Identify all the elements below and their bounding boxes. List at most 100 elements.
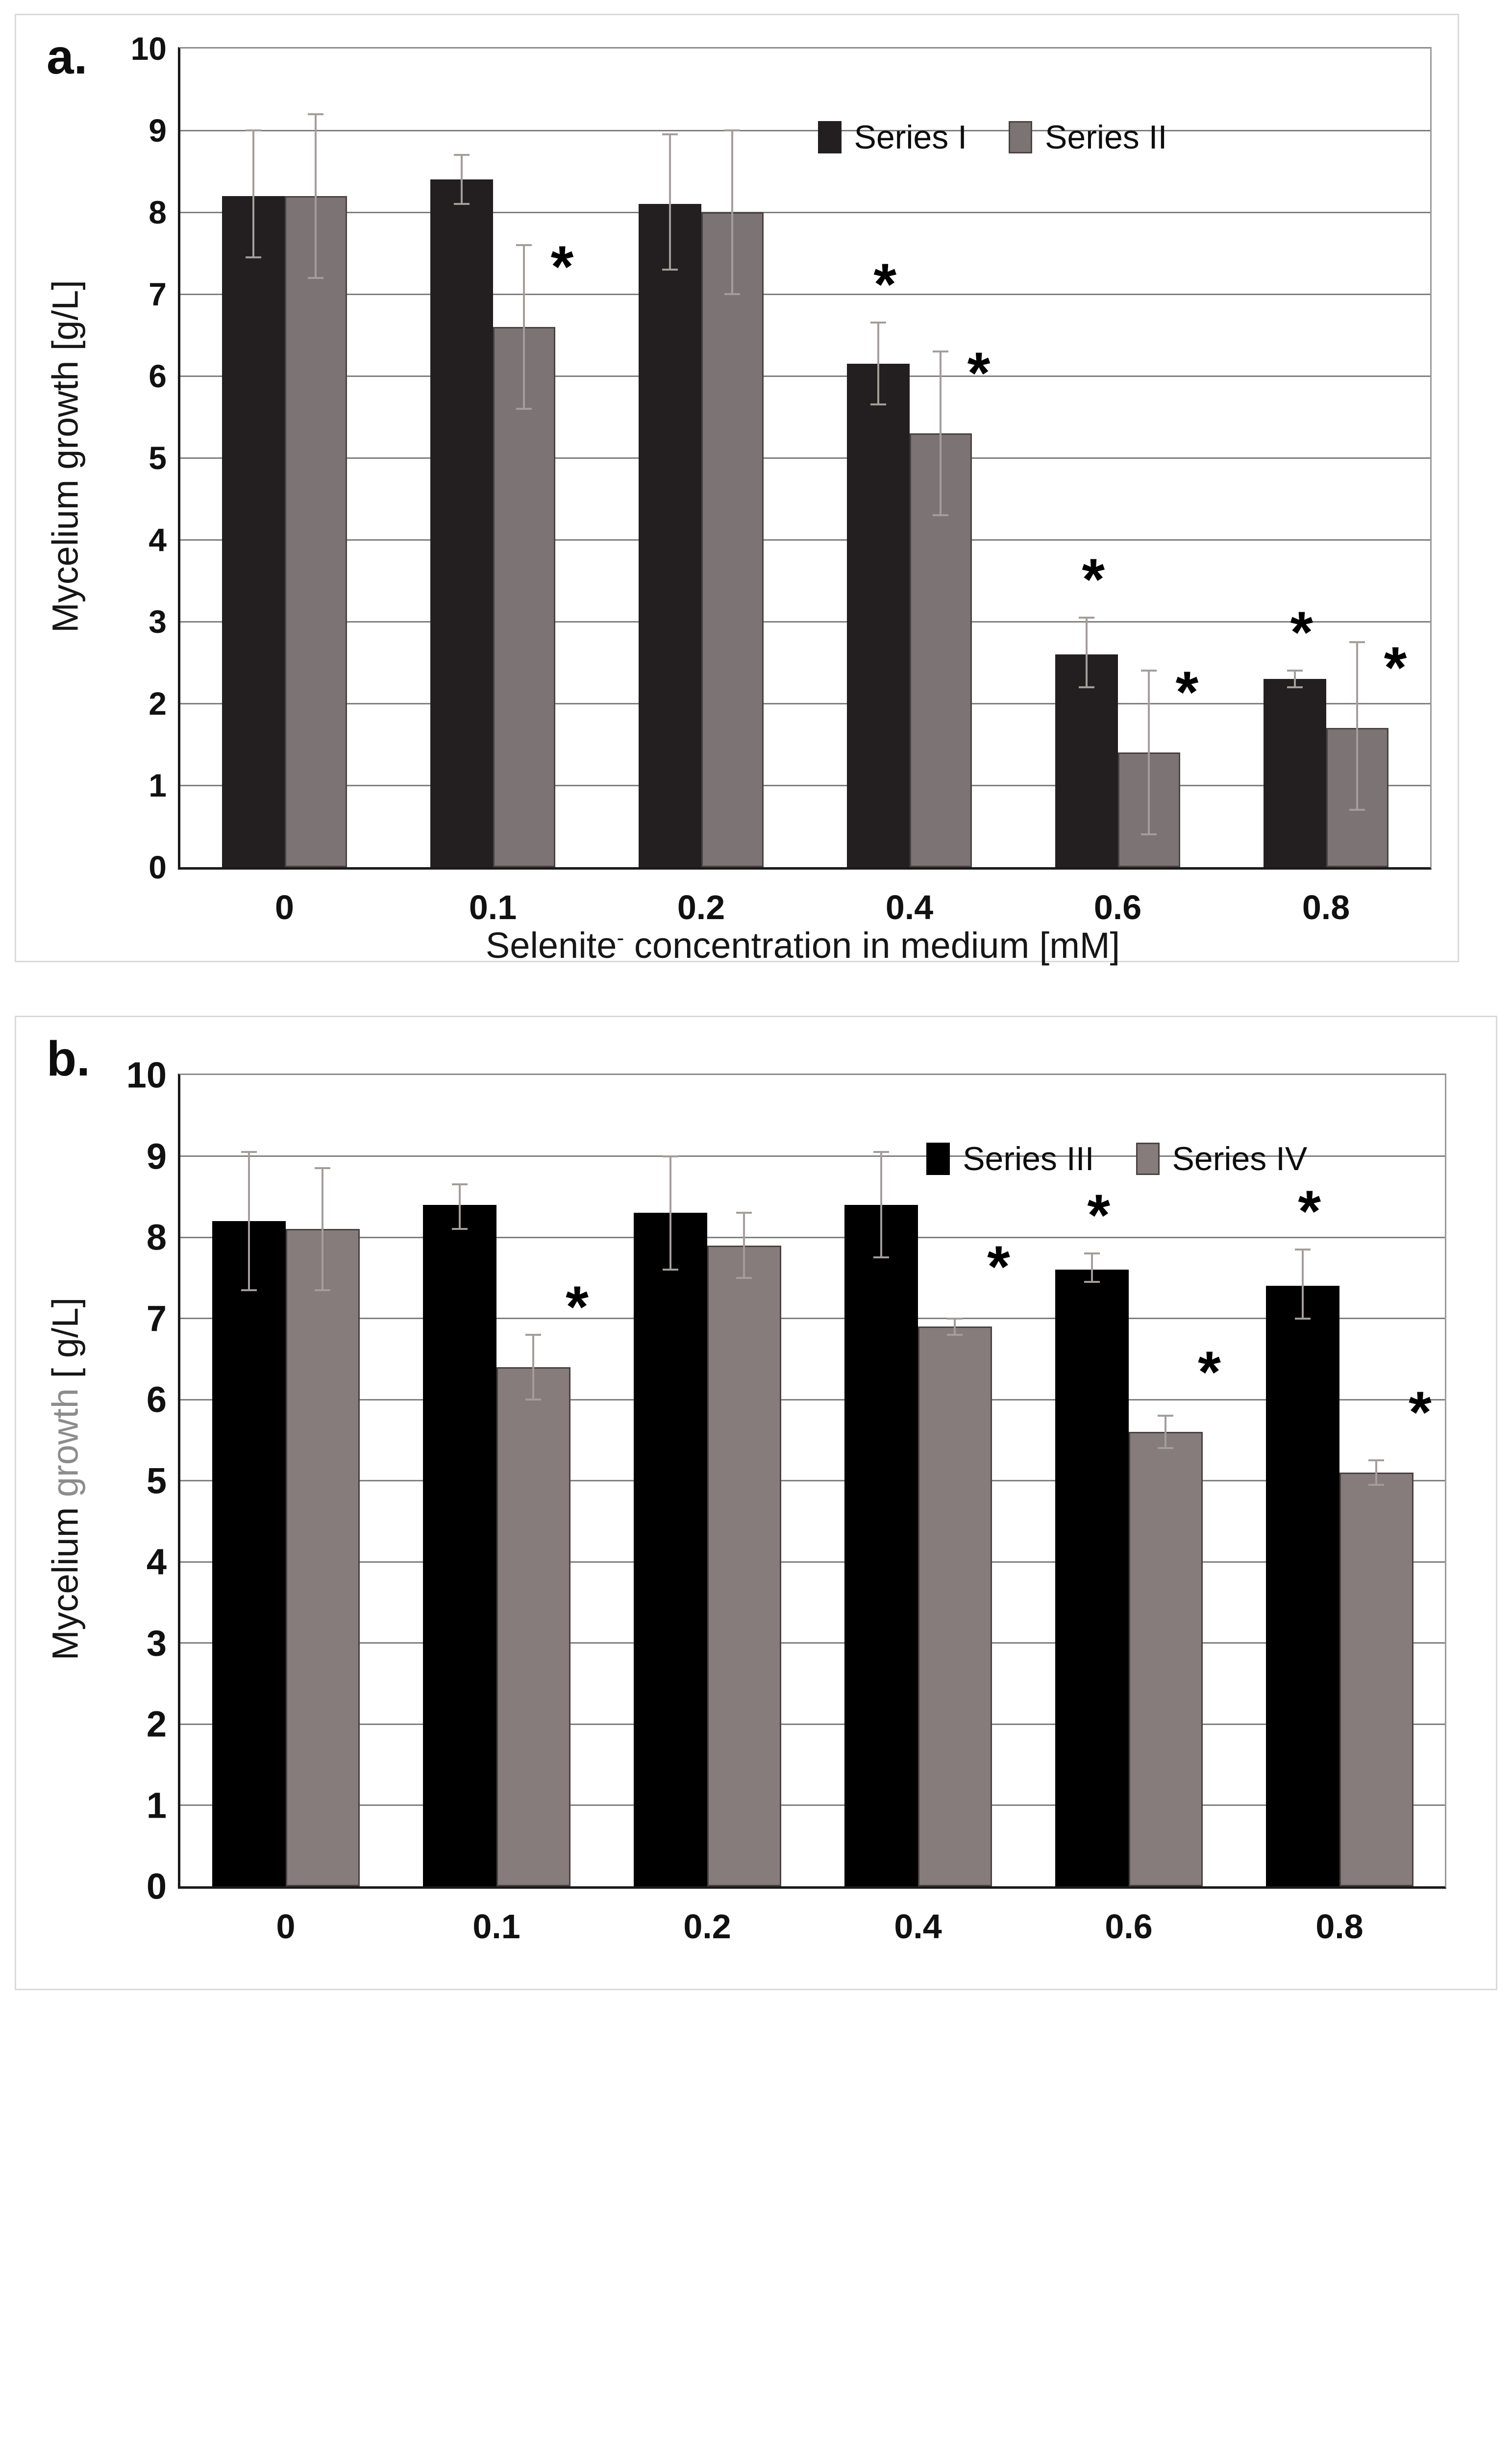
error-bar-cap <box>662 1155 678 1157</box>
plot-area-b: 0 1 2 3 4 5 6 7 8 9 10 0 0.1 0.2 0.4 0.6 0.8 * * * * * * Series… <box>126 1055 1446 1946</box>
error-bar-cap <box>870 403 886 406</box>
error-bar-cap <box>873 1151 889 1153</box>
bar-series-ii-0.1 <box>493 326 555 867</box>
gridline <box>180 1804 1445 1806</box>
error-bar-cap <box>1368 1483 1385 1486</box>
bar-series-iii-0.1 <box>422 1204 496 1886</box>
error-bar-cap <box>451 1183 468 1186</box>
bar-series-iii-0.6 <box>1055 1270 1129 1886</box>
significance-asterisk: * <box>1298 1178 1321 1245</box>
gridline <box>180 1236 1445 1238</box>
error-bar <box>877 323 879 405</box>
x-category-label: 0.8 <box>1302 888 1350 926</box>
legend-label: Series IV <box>1172 1140 1308 1178</box>
error-bar <box>532 1334 535 1400</box>
error-bar-cap <box>933 514 949 516</box>
y-tick-label: 1 <box>149 767 167 803</box>
legend-swatch-icon <box>818 121 842 153</box>
error-bar-cap <box>873 1256 889 1259</box>
error-bar-cap <box>1287 686 1303 688</box>
error-bar-cap <box>1078 686 1094 688</box>
error-bar <box>460 155 463 204</box>
x-axis-title-a: Selenite- concentration in medium [mM] <box>486 925 1120 966</box>
error-bar <box>458 1184 461 1229</box>
error-bar-cap <box>1141 670 1157 672</box>
y-tick-label: 6 <box>146 1379 167 1420</box>
gridline <box>180 784 1430 786</box>
gridline <box>180 1399 1445 1401</box>
figure-canvas: { "figure": { "background": "#ffffff", "… <box>15 14 1497 1990</box>
gridline <box>180 621 1430 623</box>
error-bar-cap <box>1084 1252 1100 1255</box>
gridline <box>180 1723 1445 1725</box>
bar-series-iv-0.6 <box>1129 1432 1203 1886</box>
significance-asterisk: * <box>1384 634 1407 700</box>
error-bar-cap <box>308 113 324 115</box>
panel-b: b. Mycelium growth [ g/L] 0 1 2 3 4 5 6 7 8 9 10 0 0… <box>15 1016 1497 1990</box>
y-tick-label: 5 <box>146 1460 167 1501</box>
error-bar-cap <box>1294 1317 1311 1320</box>
x-category-label: 0.2 <box>683 1907 731 1946</box>
error-bar-cap <box>724 129 741 131</box>
legend-item-series-i: Series I <box>818 118 967 156</box>
y-axis-title-b: Mycelium growth [ g/L] <box>45 1298 86 1660</box>
ylabel-a-pre: Mycelium growth [g/L] <box>45 280 86 633</box>
error-bar <box>315 114 317 278</box>
significance-asterisk: * <box>1175 659 1199 725</box>
error-bar-cap <box>736 1212 752 1214</box>
gridline <box>180 539 1430 541</box>
error-bar-cap <box>245 256 261 258</box>
y-tick-label: 2 <box>146 1703 167 1745</box>
legend-item-series-iv: Series IV <box>1136 1140 1308 1178</box>
gridline <box>180 1155 1445 1157</box>
bar-series-ii-0 <box>284 196 347 867</box>
error-bar-cap <box>947 1317 963 1320</box>
legend-label: Series II <box>1045 118 1167 156</box>
gridline <box>180 211 1430 213</box>
significance-asterisk: * <box>1409 1379 1432 1446</box>
error-bar-cap <box>1158 1447 1174 1450</box>
error-bar-cap <box>662 1269 678 1271</box>
error-bar <box>1301 1249 1304 1319</box>
legend-item-series-iii: Series III <box>926 1140 1094 1178</box>
ylabel-b-pre: Mycelium <box>45 1497 86 1661</box>
y-tick-label: 10 <box>126 1054 167 1096</box>
y-tick-label: 5 <box>149 440 167 476</box>
error-bar <box>954 1318 956 1335</box>
error-bar <box>940 351 942 515</box>
x-category-label: 0.1 <box>469 888 517 926</box>
legend-swatch-icon <box>926 1143 950 1175</box>
error-bar-cap <box>870 322 886 324</box>
error-bar <box>252 130 254 257</box>
error-bar-cap <box>1078 616 1094 619</box>
gridline <box>180 129 1430 131</box>
bar-series-ii-0.2 <box>701 212 764 867</box>
gridline <box>180 1642 1445 1644</box>
significance-asterisk: * <box>566 1274 589 1340</box>
y-tick-label: 0 <box>146 1866 167 1907</box>
y-tick-label: 3 <box>149 603 167 640</box>
gridline <box>180 1318 1445 1319</box>
y-tick-label: 7 <box>146 1298 167 1339</box>
error-bar <box>743 1213 745 1278</box>
error-bar-cap <box>245 129 261 131</box>
panel-b-letter: b. <box>47 1031 90 1086</box>
gridline <box>180 1561 1445 1563</box>
bar-series-i-0.8 <box>1264 678 1326 867</box>
error-bar-cap <box>736 1276 752 1279</box>
x-category-label: 0.4 <box>885 888 934 926</box>
y-tick-label: 8 <box>146 1217 167 1258</box>
legend: Series III Series IV <box>926 1140 1307 1178</box>
error-bar <box>322 1168 324 1290</box>
y-tick-label: 9 <box>149 112 167 149</box>
x-category-label: 0.6 <box>1105 1907 1153 1946</box>
panel-a-letter: a. <box>47 29 88 84</box>
legend-swatch-icon <box>1136 1143 1160 1175</box>
significance-asterisk: * <box>967 340 991 406</box>
y-tick-label: 9 <box>146 1136 167 1176</box>
error-bar-cap <box>1287 670 1303 672</box>
bar-series-i-0.1 <box>430 179 493 867</box>
error-bar <box>1293 671 1296 687</box>
error-bar <box>1148 671 1150 835</box>
error-bar-cap <box>315 1167 331 1170</box>
